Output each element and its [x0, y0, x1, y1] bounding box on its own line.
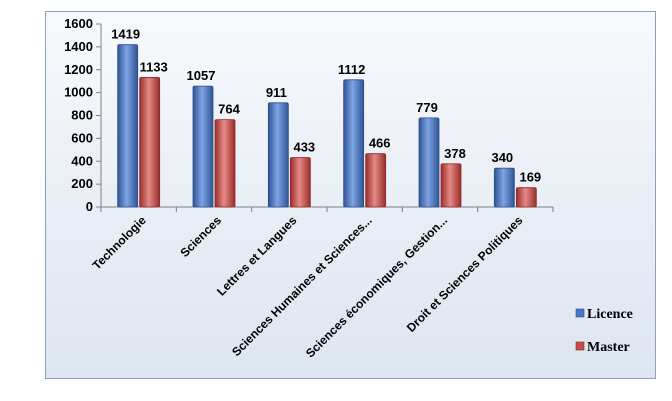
bar-licence — [418, 117, 440, 208]
y-tick-label: 1000 — [64, 85, 93, 100]
category-label: Lettres et Langues — [214, 213, 300, 299]
category-label: Sciences — [177, 213, 224, 260]
data-label-licence: 779 — [416, 100, 438, 115]
y-tick-label: 200 — [71, 176, 93, 191]
y-tick-label: 1400 — [64, 39, 93, 54]
bar-licence — [117, 44, 139, 208]
legend-swatch-master — [575, 341, 585, 351]
category-label: Technologie — [90, 213, 149, 272]
legend: Licence Master — [575, 307, 633, 355]
y-tick-label: 1600 — [64, 16, 93, 31]
bar-licence — [267, 102, 289, 208]
data-label-master: 466 — [369, 136, 391, 151]
category-label: Sciences économiques, Gestion... — [303, 213, 450, 360]
bar-master — [214, 119, 236, 208]
data-label-master: 1133 — [140, 59, 168, 74]
data-label-licence: 1112 — [338, 62, 366, 77]
bar-licence — [192, 85, 214, 208]
data-labels: 1419 1133 1057 764 911 433 1112 466 779 378 340 169 — [111, 27, 541, 185]
legend-label-licence: Licence — [587, 307, 633, 322]
y-tick-label: 600 — [71, 130, 93, 145]
y-tick-label: 400 — [71, 153, 93, 168]
data-label-licence: 1057 — [187, 68, 216, 83]
axes: 0 200 400 600 800 1000 1200 1400 1600 — [64, 16, 554, 214]
legend-label-master: Master — [587, 340, 630, 355]
legend-swatch-licence — [575, 308, 585, 318]
bar-master — [440, 163, 462, 208]
data-label-master: 378 — [444, 146, 466, 161]
data-label-licence: 911 — [266, 85, 287, 100]
y-tick-label: 0 — [86, 199, 93, 214]
data-label-master: 764 — [218, 102, 240, 117]
bars — [117, 44, 537, 208]
bar-master — [515, 187, 537, 208]
bar-master — [139, 77, 161, 208]
bar-licence — [343, 79, 365, 208]
bar-master — [289, 157, 311, 208]
bar-licence — [493, 167, 515, 208]
data-label-master: 169 — [519, 170, 541, 185]
category-label: Sciences Humaines et Sciences... — [229, 213, 375, 359]
data-label-licence: 1419 — [111, 27, 140, 42]
y-tick-label: 800 — [71, 108, 93, 123]
data-label-licence: 340 — [491, 150, 513, 165]
y-tick-label: 1200 — [64, 62, 93, 77]
bar-master — [365, 153, 387, 208]
data-label-master: 433 — [293, 139, 315, 154]
